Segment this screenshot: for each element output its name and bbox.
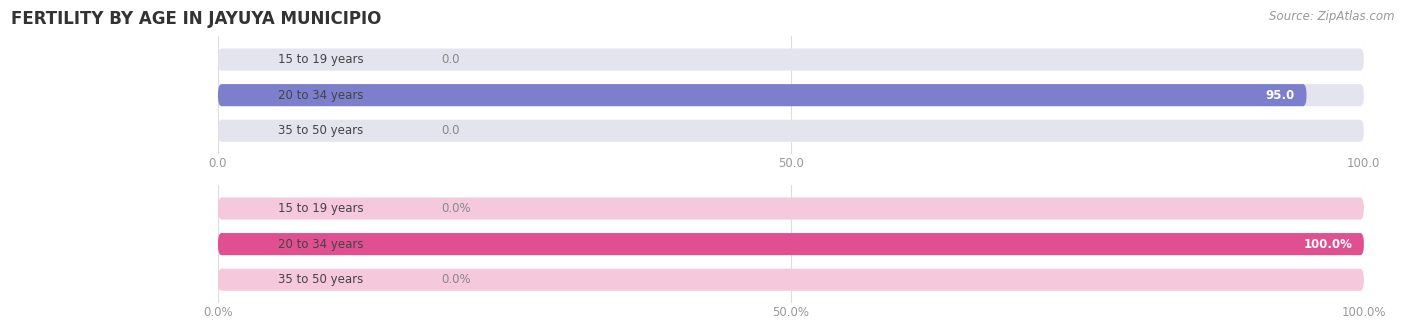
Text: 100.0%: 100.0%: [1303, 238, 1353, 251]
FancyBboxPatch shape: [218, 84, 1306, 106]
FancyBboxPatch shape: [218, 84, 1364, 106]
Text: 15 to 19 years: 15 to 19 years: [278, 53, 364, 66]
Text: 20 to 34 years: 20 to 34 years: [278, 238, 364, 251]
FancyBboxPatch shape: [218, 269, 1364, 291]
FancyBboxPatch shape: [218, 233, 1364, 255]
Text: 35 to 50 years: 35 to 50 years: [278, 273, 364, 286]
Text: 95.0: 95.0: [1265, 89, 1295, 102]
FancyBboxPatch shape: [218, 49, 1364, 71]
FancyBboxPatch shape: [218, 120, 1364, 142]
Text: FERTILITY BY AGE IN JAYUYA MUNICIPIO: FERTILITY BY AGE IN JAYUYA MUNICIPIO: [11, 10, 381, 28]
Text: 15 to 19 years: 15 to 19 years: [278, 202, 364, 215]
FancyBboxPatch shape: [218, 233, 1364, 255]
Text: 20 to 34 years: 20 to 34 years: [278, 89, 364, 102]
Text: 0.0: 0.0: [441, 53, 460, 66]
FancyBboxPatch shape: [218, 198, 1364, 219]
Text: Source: ZipAtlas.com: Source: ZipAtlas.com: [1270, 10, 1395, 23]
Text: 0.0%: 0.0%: [441, 273, 471, 286]
Text: 0.0%: 0.0%: [441, 202, 471, 215]
Text: 0.0: 0.0: [441, 124, 460, 137]
Text: 35 to 50 years: 35 to 50 years: [278, 124, 364, 137]
